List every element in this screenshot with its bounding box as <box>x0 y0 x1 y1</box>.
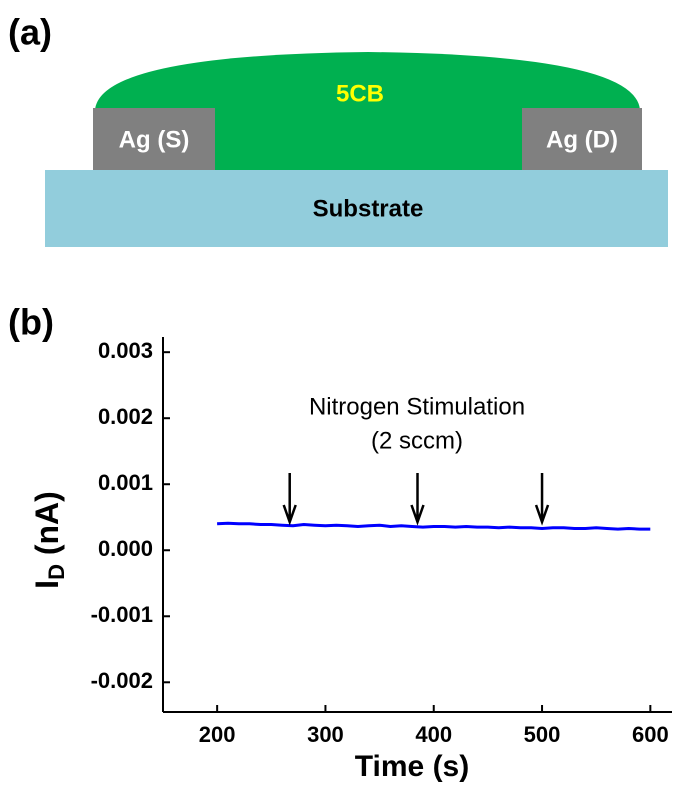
substrate-label: Substrate <box>313 195 424 222</box>
x-axis-title: Time (s) <box>355 750 469 783</box>
y-tick-label: 0.001 <box>98 470 153 495</box>
y-symbol: I <box>29 580 65 589</box>
drain-electrode <box>522 108 642 170</box>
source-label: Ag (S) <box>119 126 190 153</box>
data-line <box>217 521 651 531</box>
y-axis-title: ID (nA) <box>29 491 68 589</box>
y-tick-label: -0.001 <box>91 602 153 627</box>
panel-label: (a) <box>8 12 52 53</box>
stimulation-arrow <box>534 473 550 526</box>
panel-label: (b) <box>8 302 54 343</box>
stimulation-arrow <box>282 473 297 526</box>
y-tick-label: -0.002 <box>91 668 153 693</box>
source-electrode <box>93 108 215 170</box>
stimulation-arrow <box>410 473 425 526</box>
annotation: (2 sccm) <box>371 427 463 454</box>
y-subscript: D <box>44 564 69 580</box>
substrate <box>45 170 668 247</box>
y-tick-label: 0.003 <box>98 338 153 363</box>
x-tick-label: 300 <box>307 722 344 747</box>
y-tick-label: 0.000 <box>98 536 153 561</box>
x-tick-label: 400 <box>415 722 452 747</box>
y-tick-label: 0.002 <box>98 404 153 429</box>
drain-label: Ag (D) <box>546 126 618 153</box>
drop-label: 5CB <box>336 80 384 107</box>
x-tick-label: 500 <box>524 722 561 747</box>
x-tick-label: 600 <box>632 722 669 747</box>
x-tick-label: 200 <box>199 722 236 747</box>
annotation: Nitrogen Stimulation <box>309 393 525 420</box>
liquid-crystal-drop <box>95 52 640 170</box>
y-unit: (nA) <box>29 491 65 564</box>
